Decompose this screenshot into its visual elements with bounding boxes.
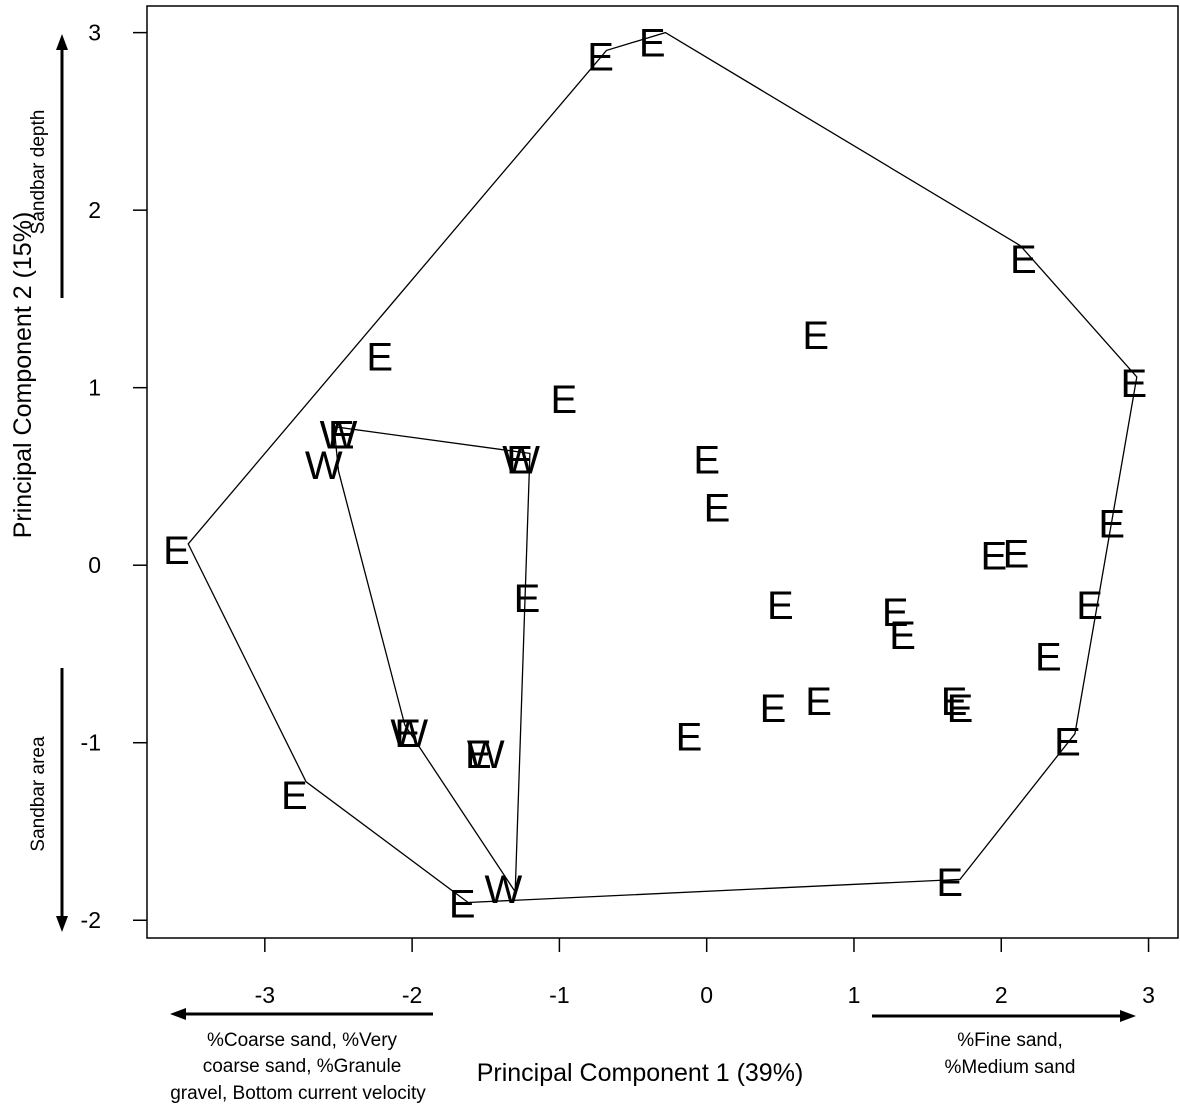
x-negative-label-line3: gravel, Bottom current velocity xyxy=(170,1083,426,1104)
hull-e xyxy=(187,31,1138,904)
point-e: E xyxy=(449,882,476,926)
y-axis-title: Principal Component 2 (15%) xyxy=(9,212,37,539)
x-positive-label-line1: %Fine sand, xyxy=(957,1030,1063,1051)
point-w: W xyxy=(305,444,343,488)
point-e: E xyxy=(889,614,916,658)
x-negative-arrow xyxy=(170,1008,433,1020)
sandbar-depth-label: Sandbar depth xyxy=(28,110,49,235)
point-e: E xyxy=(394,712,421,756)
point-e: E xyxy=(465,733,492,777)
point-e: E xyxy=(882,591,909,635)
x-positive-arrow xyxy=(872,1010,1136,1022)
x-axis-title: Principal Component 1 (39%) xyxy=(477,1059,804,1087)
hull-layer xyxy=(187,31,1138,904)
x-tick-label: 2 xyxy=(995,982,1008,1008)
x-negative-label-line2: coarse sand, %Granule xyxy=(203,1056,402,1077)
point-e: E xyxy=(550,378,577,422)
point-e: E xyxy=(805,680,832,724)
y-tick-label: 2 xyxy=(88,197,101,223)
point-e: E xyxy=(676,715,703,759)
x-tick-label: -2 xyxy=(402,982,422,1008)
point-e: E xyxy=(328,414,355,458)
plot-border xyxy=(146,5,1179,939)
point-w: W xyxy=(390,712,428,756)
point-e: E xyxy=(639,21,666,65)
y-tick-label: 1 xyxy=(88,375,101,401)
x-tick-label: -3 xyxy=(255,982,275,1008)
point-e: E xyxy=(281,774,308,818)
y-tick-label: -1 xyxy=(81,730,101,756)
point-e: E xyxy=(767,584,794,628)
point-e: E xyxy=(1076,584,1103,628)
hull-w xyxy=(333,425,531,894)
point-e: E xyxy=(981,534,1008,578)
point-e: E xyxy=(1120,362,1147,406)
point-w: W xyxy=(502,439,540,483)
point-e: E xyxy=(941,680,968,724)
point-e: E xyxy=(587,36,614,80)
point-e: E xyxy=(936,861,963,905)
x-tick-label: 1 xyxy=(848,982,861,1008)
point-w: W xyxy=(320,414,358,458)
plot-frame xyxy=(146,5,1179,939)
y-tick-label: -2 xyxy=(81,907,101,933)
x-negative-label-line1: %Coarse sand, %Very xyxy=(207,1030,398,1051)
point-e: E xyxy=(1010,238,1037,282)
sandbar-area-arrow xyxy=(56,668,68,932)
point-e: E xyxy=(366,336,393,380)
sandbar-depth-arrow xyxy=(56,34,68,298)
x-tick-label: 0 xyxy=(700,982,713,1008)
point-e: E xyxy=(163,529,190,573)
x-tick-label: 3 xyxy=(1142,982,1155,1008)
y-tick-label: 0 xyxy=(88,552,101,578)
point-w: W xyxy=(467,733,505,777)
point-e: E xyxy=(1035,636,1062,680)
point-e: E xyxy=(1003,533,1030,577)
point-e: E xyxy=(693,439,720,483)
y-tick-label: 3 xyxy=(88,20,101,46)
point-e: E xyxy=(506,439,533,483)
x-positive-label-line2: %Medium sand xyxy=(945,1057,1076,1078)
point-e: E xyxy=(1098,502,1125,546)
point-e: E xyxy=(802,314,829,358)
point-e: E xyxy=(760,687,787,731)
point-e: E xyxy=(1054,721,1081,765)
point-e: E xyxy=(514,577,541,621)
point-w: W xyxy=(485,868,523,912)
x-tick-label: -1 xyxy=(549,982,569,1008)
point-e: E xyxy=(704,486,731,530)
sandbar-area-label: Sandbar area xyxy=(28,736,49,852)
point-e: E xyxy=(947,687,974,731)
axis-layer: -3 -2 -1 0 1 2 3 -2 -1 0 1 2 3 xyxy=(81,20,1155,1008)
